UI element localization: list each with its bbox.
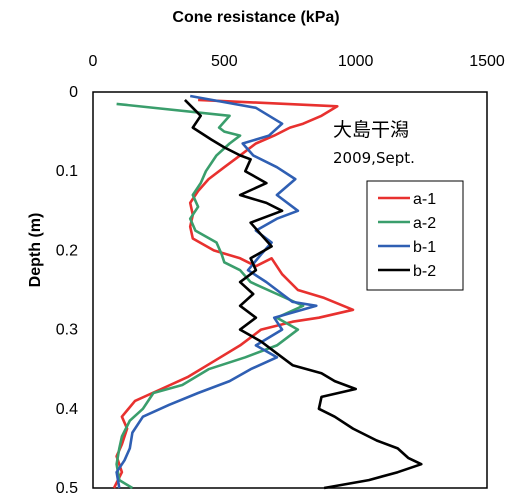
- y-tick-label: 0.3: [56, 322, 78, 339]
- y-tick-label: 0.1: [56, 163, 78, 180]
- legend-label-a-1: a-1: [413, 191, 436, 208]
- legend: a-1 a-2 b-1 b-2: [366, 180, 464, 291]
- x-tick-label: 1000: [338, 53, 374, 70]
- y-tick-label: 0: [69, 84, 78, 101]
- annotation-date: 2009,Sept.: [333, 149, 415, 167]
- series-line-b-1: [115, 94, 318, 489]
- legend-label-a-2: a-2: [413, 215, 436, 232]
- y-tick-labels: 0 0.1 0.2 0.3 0.4 0.5: [56, 84, 78, 495]
- x-tick-label: 500: [211, 53, 238, 70]
- x-tick-labels: 0 500 1000 1500: [89, 53, 505, 70]
- legend-label-b-2: b-2: [413, 263, 436, 280]
- series-line-b-2: [183, 98, 423, 490]
- y-tick-label: 0.5: [56, 480, 78, 495]
- series-line-a-1: [112, 98, 355, 489]
- series-lines: [112, 94, 423, 490]
- x-tick-label: 0: [89, 53, 98, 70]
- x-tick-label: 1500: [469, 53, 505, 70]
- y-tick-label: 0.4: [56, 401, 78, 418]
- series-line-a-2: [115, 102, 305, 490]
- annotation-site-name: 大島干潟: [333, 119, 409, 141]
- x-axis-title: Cone resistance (kPa): [172, 9, 339, 26]
- y-tick-label: 0.2: [56, 242, 78, 259]
- y-axis-title: Depth (m): [27, 213, 44, 288]
- legend-label-b-1: b-1: [413, 239, 436, 256]
